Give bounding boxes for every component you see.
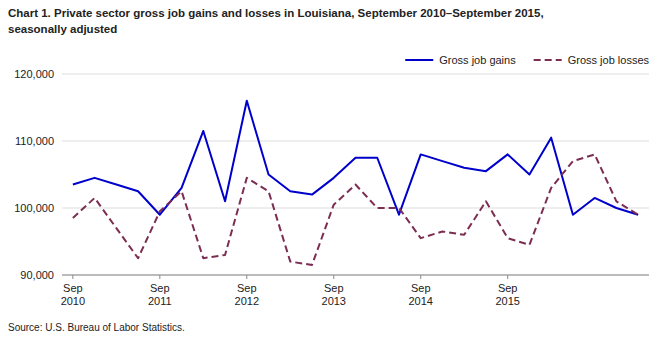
title: Chart 1. Private sector gross job gains …: [8, 7, 544, 19]
x-tick-label-line: Sep: [237, 282, 257, 294]
grid-line: [62, 208, 649, 209]
series-line: [73, 154, 638, 265]
chart: Chart 1. Private sector gross job gains …: [0, 0, 663, 337]
x-tick-label-line: Sep: [411, 282, 431, 294]
x-tick-label-line: 2014: [408, 295, 432, 307]
x-tick-label-line: 2013: [322, 295, 346, 307]
x-tick: [333, 275, 334, 279]
source-note: Source: U.S. Bureau of Labor Statistics.: [8, 322, 185, 333]
y-tick-label: 100,000: [14, 202, 54, 214]
subtitle: seasonally adjusted: [8, 23, 117, 35]
grid-line: [62, 74, 649, 75]
series-group: [73, 101, 638, 265]
legend-swatch: [534, 59, 562, 61]
y-axis: 90,000 100,000 110,000 120,000: [14, 68, 649, 281]
legend-label: Gross job losses: [568, 54, 650, 66]
x-tick-label-line: Sep: [150, 282, 170, 294]
grid-line: [62, 141, 649, 142]
grid-line: [62, 275, 649, 276]
x-tick-label-line: 2010: [61, 295, 85, 307]
x-tick-label: Sep2015: [495, 282, 519, 307]
x-tick: [507, 275, 508, 279]
x-tick-label-line: Sep: [498, 282, 518, 294]
x-tick: [420, 275, 421, 279]
x-tick-label: Sep2013: [322, 282, 346, 307]
x-tick-label: Sep2010: [61, 282, 85, 307]
x-tick: [72, 275, 73, 279]
series-line: [73, 101, 638, 215]
x-tick-label: Sep2014: [408, 282, 432, 307]
x-axis: Sep2010Sep2011Sep2012Sep2013Sep2014Sep20…: [61, 275, 520, 307]
legend-label: Gross job gains: [439, 54, 516, 66]
x-tick-label: Sep2012: [235, 282, 259, 307]
legend-swatch: [405, 59, 433, 61]
y-tick-label: 90,000: [20, 269, 54, 281]
x-tick-label-line: 2012: [235, 295, 259, 307]
x-tick-label-line: 2011: [148, 295, 172, 307]
x-tick-label: Sep2011: [148, 282, 172, 307]
x-tick-label-line: Sep: [324, 282, 344, 294]
y-tick-label: 110,000: [15, 135, 54, 147]
x-tick-label-line: 2015: [495, 295, 519, 307]
x-tick: [159, 275, 160, 279]
x-axis-line: [62, 275, 649, 276]
x-tick-label-line: Sep: [63, 282, 83, 294]
y-tick-label: 120,000: [14, 68, 54, 80]
legend: Gross job losses Gross job gains: [405, 54, 649, 66]
x-tick: [246, 275, 247, 279]
